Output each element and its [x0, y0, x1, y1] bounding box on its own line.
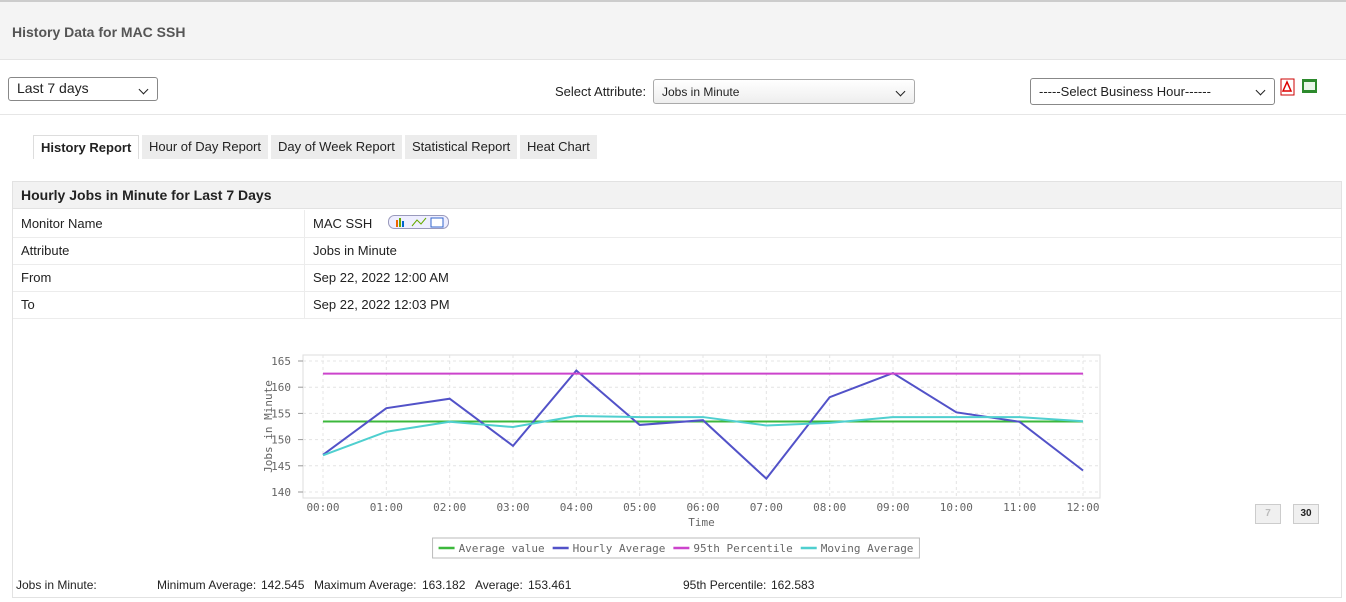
row-label: To [21, 297, 35, 312]
chart: 140 145 150 155 160 165 00:00 01:00 02:00 03:00 04… [262, 354, 1101, 559]
row-value: Sep 22, 2022 12:00 AM [313, 270, 449, 285]
x-tick-label: 06:00 [686, 501, 719, 514]
toolbar: Last 7 days Select Attribute: Jobs in Mi… [0, 61, 1346, 115]
stat-value: 142.545 [261, 578, 305, 592]
series-line [322, 415, 1084, 457]
sep-line [304, 210, 305, 237]
x-tick-label: 07:00 [750, 501, 783, 514]
row-label: From [21, 270, 52, 285]
legend-label: Hourly Average [573, 542, 666, 555]
bar-icon [399, 218, 401, 227]
x-tick-label: 12:00 [1066, 501, 1099, 514]
x-tick-label: 05:00 [623, 501, 656, 514]
pdf-glyph [1281, 80, 1293, 92]
tab[interactable]: History Report [33, 135, 140, 159]
y-tick-label: 145 [271, 460, 291, 473]
report: Hourly Jobs in Minute for Last 7 Days Mo… [12, 181, 1342, 598]
plot-area [302, 354, 1101, 499]
x-tick-label: 09:00 [876, 501, 909, 514]
tab[interactable]: Day of Week Report [271, 135, 402, 159]
report-title: Hourly Jobs in Minute for Last 7 Days [13, 182, 1341, 209]
legend-label: Moving Average [821, 542, 914, 555]
y-axis-label: Jobs in Minute [262, 380, 275, 473]
attribute-label: Select Attribute: [555, 84, 647, 99]
row-value: Sep 22, 2022 12:03 PM [313, 297, 450, 312]
row-value: MAC SSH [313, 216, 373, 231]
report-row: From Sep 22, 2022 12:00 AM [13, 264, 1341, 292]
bar-icon [396, 220, 398, 227]
pager-30[interactable]: 30 [1293, 504, 1319, 524]
page-title: History Data for MAC SSH [12, 24, 186, 40]
series-line [322, 369, 1084, 481]
y-tick-label: 155 [271, 407, 291, 420]
y-tick-label: 150 [271, 434, 291, 447]
csv-glyph [1304, 82, 1315, 90]
report-row: Attribute Jobs in Minute [13, 237, 1341, 265]
row-value: Jobs in Minute [313, 243, 397, 258]
y-tick-label: 160 [271, 381, 291, 394]
sep-line [304, 264, 305, 291]
stat-value: 163.182 [422, 578, 466, 592]
business-hour-select[interactable]: -----Select Business Hour------ [1030, 78, 1275, 105]
sep-line [304, 237, 305, 264]
table-icon [430, 217, 444, 228]
bar-icon [402, 221, 404, 227]
header: History Data for MAC SSH [0, 0, 1346, 60]
x-tick-label: 11:00 [1003, 501, 1036, 514]
x-tick-label: 04:00 [560, 501, 593, 514]
tab[interactable]: Hour of Day Report [142, 135, 268, 159]
export-icons[interactable] [1280, 78, 1320, 96]
stat-label: 95th Percentile: [683, 578, 767, 592]
row-label: Attribute [21, 243, 70, 258]
y-tick-label: 165 [271, 355, 291, 368]
report-row: To Sep 22, 2022 12:03 PM [13, 291, 1341, 319]
stat-value: 153.461 [528, 578, 572, 592]
line-icon [411, 217, 427, 227]
tab[interactable]: Heat Chart [520, 135, 597, 159]
x-tick-label: 01:00 [370, 501, 403, 514]
x-tick-label: 08:00 [813, 501, 846, 514]
period-select[interactable]: Last 7 days [8, 77, 158, 101]
x-tick-label: 03:00 [496, 501, 529, 514]
attribute-select[interactable]: Jobs in Minute [653, 79, 915, 104]
stat-label: Minimum Average: [157, 578, 257, 592]
tab[interactable]: Statistical Report [405, 135, 518, 159]
y-tick-label: 140 [271, 486, 291, 499]
x-tick-label: 00:00 [306, 501, 339, 514]
x-tick-label: 10:00 [940, 501, 973, 514]
stat-label: Maximum Average: [314, 578, 417, 592]
legend-label: Average value [459, 542, 545, 555]
legend-label: 95th Percentile [693, 542, 792, 555]
sep-line [304, 291, 305, 318]
stat-value: 162.583 [771, 578, 815, 592]
pager-7[interactable]: 7 [1255, 504, 1281, 524]
view-icons[interactable] [388, 215, 450, 229]
report-row: Monitor Name MAC SSH [13, 210, 1341, 238]
x-tick-label: 02:00 [433, 501, 466, 514]
stats-label: Jobs in Minute: [16, 578, 97, 592]
stat-label: Average: [475, 578, 523, 592]
row-label: Monitor Name [21, 216, 103, 231]
x-axis-label: Time [688, 516, 715, 529]
